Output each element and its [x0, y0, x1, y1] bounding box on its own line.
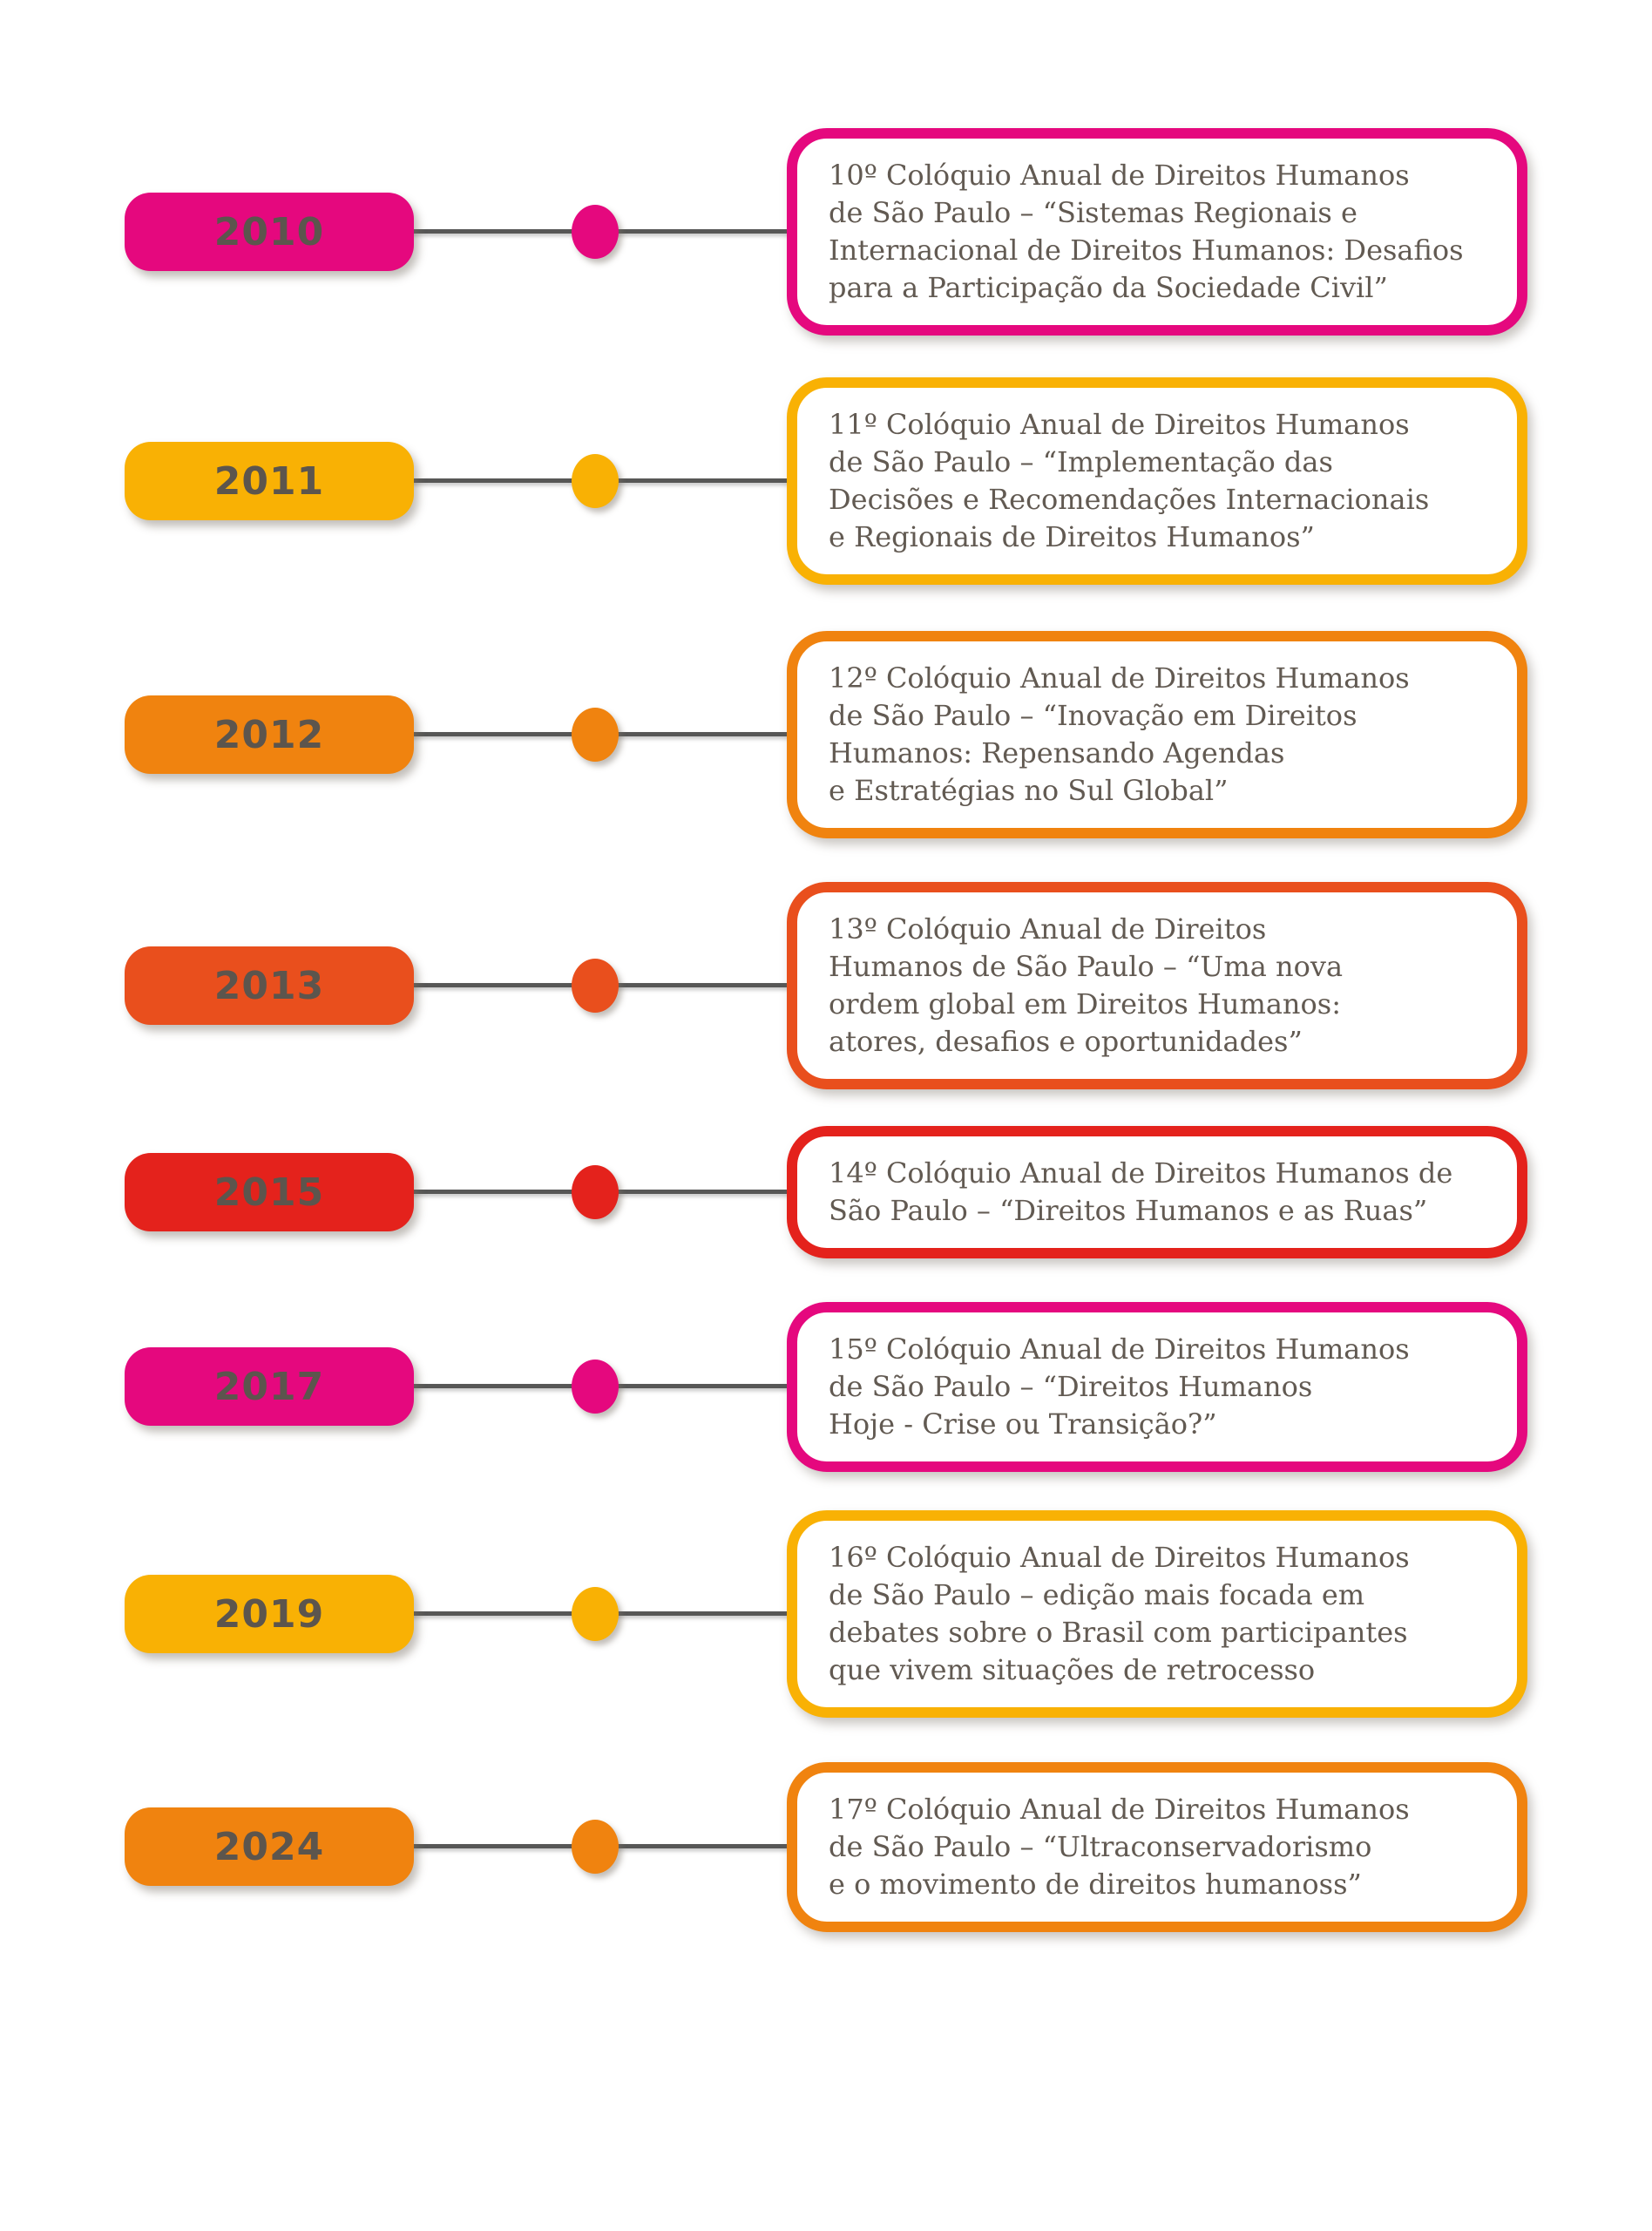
event-description-line: Internacional de Direitos Humanos: Desaf… — [829, 234, 1464, 267]
year-pill: 2015 — [125, 1153, 414, 1231]
year-label: 2019 — [213, 1591, 325, 1637]
event-description-line: Decisões e Recomendações Internacionais — [829, 483, 1430, 516]
timeline-row: 2013 13º Colóquio Anual de Direitos Human… — [0, 872, 1652, 1099]
year-pill: 2013 — [125, 946, 414, 1025]
event-description-line: de São Paulo – “Sistemas Regionais e — [829, 196, 1357, 229]
event-description-line: e o movimento de direitos humanoss” — [829, 1867, 1362, 1901]
event-description-line: 15º Colóquio Anual de Direitos Humanos — [829, 1332, 1410, 1366]
event-card: 10º Colóquio Anual de Direitos Humanos de… — [787, 128, 1527, 336]
event-card: 12º Colóquio Anual de Direitos Humanos de… — [787, 631, 1527, 838]
event-description-line: 11º Colóquio Anual de Direitos Humanos — [829, 408, 1410, 441]
timeline-dot — [572, 959, 619, 1013]
event-description-line: para a Participação da Sociedade Civil” — [829, 271, 1388, 304]
event-description-line: Hoje - Crise ou Transição?” — [829, 1407, 1217, 1441]
event-description-line: 16º Colóquio Anual de Direitos Humanos — [829, 1541, 1410, 1574]
event-card: 13º Colóquio Anual de Direitos Humanos de… — [787, 882, 1527, 1089]
timeline-row: 2019 16º Colóquio Anual de Direitos Huma… — [0, 1501, 1652, 1727]
event-description-line: Humanos de São Paulo – “Uma nova — [829, 950, 1344, 983]
event-description-line: de São Paulo – “Ultraconservadorismo — [829, 1829, 1372, 1863]
event-description-line: de São Paulo – edição mais focada em — [829, 1578, 1365, 1611]
event-card: 16º Colóquio Anual de Direitos Humanos de… — [787, 1510, 1527, 1718]
event-description-line: debates sobre o Brasil com participantes — [829, 1616, 1408, 1649]
year-pill: 2019 — [125, 1575, 414, 1653]
event-card: 14º Colóquio Anual de Direitos Humanos d… — [787, 1126, 1527, 1258]
timeline-row: 2017 15º Colóquio Anual de Direitos Huma… — [0, 1273, 1652, 1500]
timeline-dot — [572, 1820, 619, 1874]
timeline-row: 2015 14º Colóquio Anual de Direitos Huma… — [0, 1079, 1652, 1305]
event-description-line: 12º Colóquio Anual de Direitos Humanos — [829, 661, 1410, 695]
event-description-line: Humanos: Repensando Agendas — [829, 736, 1285, 770]
event-description-line: 13º Colóquio Anual de Direitos — [829, 912, 1267, 946]
year-label: 2013 — [213, 963, 325, 1008]
event-description-line: e Estratégias no Sul Global” — [829, 774, 1229, 807]
timeline-row: 2012 12º Colóquio Anual de Direitos Huma… — [0, 621, 1652, 848]
year-pill: 2012 — [125, 695, 414, 774]
event-description-line: 10º Colóquio Anual de Direitos Humanos — [829, 159, 1410, 192]
event-description-line: 14º Colóquio Anual de Direitos Humanos d… — [829, 1156, 1453, 1190]
event-description-line: que vivem situações de retrocesso — [829, 1653, 1316, 1686]
year-pill: 2010 — [125, 193, 414, 271]
event-card: 17º Colóquio Anual de Direitos Humanos de… — [787, 1761, 1527, 1932]
event-description-line: atores, desafios e oportunidades” — [829, 1025, 1303, 1058]
timeline-row: 2010 10º Colóquio Anual de Direitos Huma… — [0, 119, 1652, 345]
year-label: 2010 — [213, 209, 325, 254]
event-card: 15º Colóquio Anual de Direitos Humanos de… — [787, 1301, 1527, 1472]
year-label: 2024 — [213, 1824, 325, 1869]
event-description-line: ordem global em Direitos Humanos: — [829, 987, 1341, 1021]
event-description-line: de São Paulo – “Implementação das — [829, 445, 1333, 478]
event-card: 11º Colóquio Anual de Direitos Humanos de… — [787, 377, 1527, 585]
event-description-line: e Regionais de Direitos Humanos” — [829, 520, 1315, 553]
event-description-line: de São Paulo – “Direitos Humanos — [829, 1369, 1313, 1403]
timeline-dot — [572, 1587, 619, 1641]
year-pill: 2024 — [125, 1807, 414, 1886]
event-description-line: de São Paulo – “Inovação em Direitos — [829, 699, 1357, 732]
year-pill: 2017 — [125, 1347, 414, 1426]
timeline-dot — [572, 1165, 619, 1219]
timeline-dot — [572, 454, 619, 508]
timeline-row: 2011 11º Colóquio Anual de Direitos Huma… — [0, 368, 1652, 594]
year-label: 2012 — [213, 712, 325, 757]
event-description-line: São Paulo – “Direitos Humanos e as Ruas” — [829, 1194, 1428, 1227]
year-label: 2015 — [213, 1170, 325, 1215]
event-description-line: 17º Colóquio Anual de Direitos Humanos — [829, 1792, 1410, 1826]
timeline-dot — [572, 205, 619, 259]
timeline-dot — [572, 708, 619, 762]
year-label: 2017 — [213, 1364, 325, 1409]
timeline-row: 2024 17º Colóquio Anual de Direitos Huma… — [0, 1733, 1652, 1960]
year-pill: 2011 — [125, 442, 414, 520]
timeline-dot — [572, 1360, 619, 1414]
year-label: 2011 — [213, 458, 325, 504]
